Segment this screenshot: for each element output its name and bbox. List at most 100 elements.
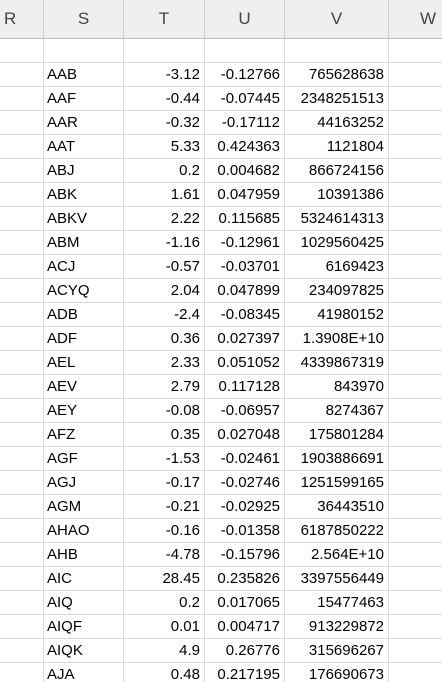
cell-t-value[interactable]: -1.16 [124, 231, 205, 255]
cell-u-value[interactable]: 0.047959 [205, 183, 285, 207]
cell-ticker[interactable]: ADF [44, 327, 124, 351]
cell-r[interactable] [0, 399, 44, 423]
cell-w[interactable] [389, 183, 442, 207]
cell-w[interactable] [389, 519, 442, 543]
cell-r[interactable] [0, 351, 44, 375]
cell-u-value[interactable]: 0.217195 [205, 663, 285, 682]
cell-t-value[interactable]: 28.45 [124, 567, 205, 591]
cell-r[interactable] [0, 87, 44, 111]
cell[interactable] [0, 39, 44, 63]
cell-u-value[interactable]: 0.117128 [205, 375, 285, 399]
cell-ticker[interactable]: AEV [44, 375, 124, 399]
cell-ticker[interactable]: AFZ [44, 423, 124, 447]
cell-t-value[interactable]: 0.35 [124, 423, 205, 447]
cell-r[interactable] [0, 111, 44, 135]
cell-ticker[interactable]: ACYQ [44, 279, 124, 303]
cell-w[interactable] [389, 303, 442, 327]
cell-w[interactable] [389, 135, 442, 159]
cell-ticker[interactable]: AGM [44, 495, 124, 519]
cell-t-value[interactable]: -3.12 [124, 63, 205, 87]
cell-u-value[interactable]: 0.004682 [205, 159, 285, 183]
cell-t-value[interactable]: 0.36 [124, 327, 205, 351]
cell-u-value[interactable]: -0.12766 [205, 63, 285, 87]
cell-v-value[interactable]: 866724156 [285, 159, 389, 183]
cell-w[interactable] [389, 471, 442, 495]
cell-v-value[interactable]: 843970 [285, 375, 389, 399]
cell-w[interactable] [389, 87, 442, 111]
cell-r[interactable] [0, 567, 44, 591]
cell-ticker[interactable]: ACJ [44, 255, 124, 279]
cell-v-value[interactable]: 234097825 [285, 279, 389, 303]
cell-ticker[interactable]: AIC [44, 567, 124, 591]
cell-ticker[interactable]: AEL [44, 351, 124, 375]
cell-ticker[interactable]: AAB [44, 63, 124, 87]
cell-r[interactable] [0, 135, 44, 159]
cell-v-value[interactable]: 6169423 [285, 255, 389, 279]
cell[interactable] [205, 39, 285, 63]
cell-r[interactable] [0, 591, 44, 615]
cell-ticker[interactable]: AEY [44, 399, 124, 423]
column-header-r[interactable]: R [0, 0, 44, 38]
cell-r[interactable] [0, 63, 44, 87]
cell-ticker[interactable]: AAT [44, 135, 124, 159]
cell-r[interactable] [0, 495, 44, 519]
cell-w[interactable] [389, 495, 442, 519]
cell-u-value[interactable]: -0.07445 [205, 87, 285, 111]
cell-t-value[interactable]: -0.17 [124, 471, 205, 495]
cell-t-value[interactable]: -0.57 [124, 255, 205, 279]
cell-w[interactable] [389, 111, 442, 135]
cell-u-value[interactable]: -0.15796 [205, 543, 285, 567]
cell-v-value[interactable]: 913229872 [285, 615, 389, 639]
cell-v-value[interactable]: 1.3908E+10 [285, 327, 389, 351]
cell-r[interactable] [0, 423, 44, 447]
cell-r[interactable] [0, 159, 44, 183]
cell-w[interactable] [389, 159, 442, 183]
cell-u-value[interactable]: -0.17112 [205, 111, 285, 135]
cell-w[interactable] [389, 327, 442, 351]
cell-w[interactable] [389, 351, 442, 375]
cell-r[interactable] [0, 447, 44, 471]
cell-t-value[interactable]: 0.01 [124, 615, 205, 639]
cell-r[interactable] [0, 255, 44, 279]
cell-u-value[interactable]: 0.26776 [205, 639, 285, 663]
cell-r[interactable] [0, 375, 44, 399]
cell-r[interactable] [0, 279, 44, 303]
cell-u-value[interactable]: -0.02746 [205, 471, 285, 495]
column-header-v[interactable]: V [285, 0, 389, 38]
cell-w[interactable] [389, 447, 442, 471]
cell-ticker[interactable]: ABJ [44, 159, 124, 183]
cell-v-value[interactable]: 44163252 [285, 111, 389, 135]
cell-ticker[interactable]: ABKV [44, 207, 124, 231]
cell-u-value[interactable]: 0.047899 [205, 279, 285, 303]
cell-t-value[interactable]: -0.21 [124, 495, 205, 519]
cell-w[interactable] [389, 663, 442, 682]
cell-ticker[interactable]: ABM [44, 231, 124, 255]
cell-r[interactable] [0, 183, 44, 207]
cell-ticker[interactable]: AHAO [44, 519, 124, 543]
cell-r[interactable] [0, 519, 44, 543]
cell-v-value[interactable]: 765628638 [285, 63, 389, 87]
cell-v-value[interactable]: 15477463 [285, 591, 389, 615]
cell-ticker[interactable]: AJA [44, 663, 124, 682]
cell-ticker[interactable]: AIQ [44, 591, 124, 615]
cell-u-value[interactable]: -0.03701 [205, 255, 285, 279]
cell-w[interactable] [389, 567, 442, 591]
cell-t-value[interactable]: 2.33 [124, 351, 205, 375]
cell-ticker[interactable]: AIQK [44, 639, 124, 663]
cell-ticker[interactable]: AGJ [44, 471, 124, 495]
cell-r[interactable] [0, 639, 44, 663]
cell-t-value[interactable]: 5.33 [124, 135, 205, 159]
cell-u-value[interactable]: 0.424363 [205, 135, 285, 159]
cell[interactable] [389, 39, 442, 63]
cell-t-value[interactable]: 2.22 [124, 207, 205, 231]
cell-u-value[interactable]: 0.017065 [205, 591, 285, 615]
cell-w[interactable] [389, 639, 442, 663]
cell-v-value[interactable]: 6187850222 [285, 519, 389, 543]
cell-t-value[interactable]: 0.48 [124, 663, 205, 682]
cell-w[interactable] [389, 207, 442, 231]
cell-v-value[interactable]: 1029560425 [285, 231, 389, 255]
cell-v-value[interactable]: 10391386 [285, 183, 389, 207]
cell-w[interactable] [389, 615, 442, 639]
cell-t-value[interactable]: -2.4 [124, 303, 205, 327]
cell-ticker[interactable]: AHB [44, 543, 124, 567]
